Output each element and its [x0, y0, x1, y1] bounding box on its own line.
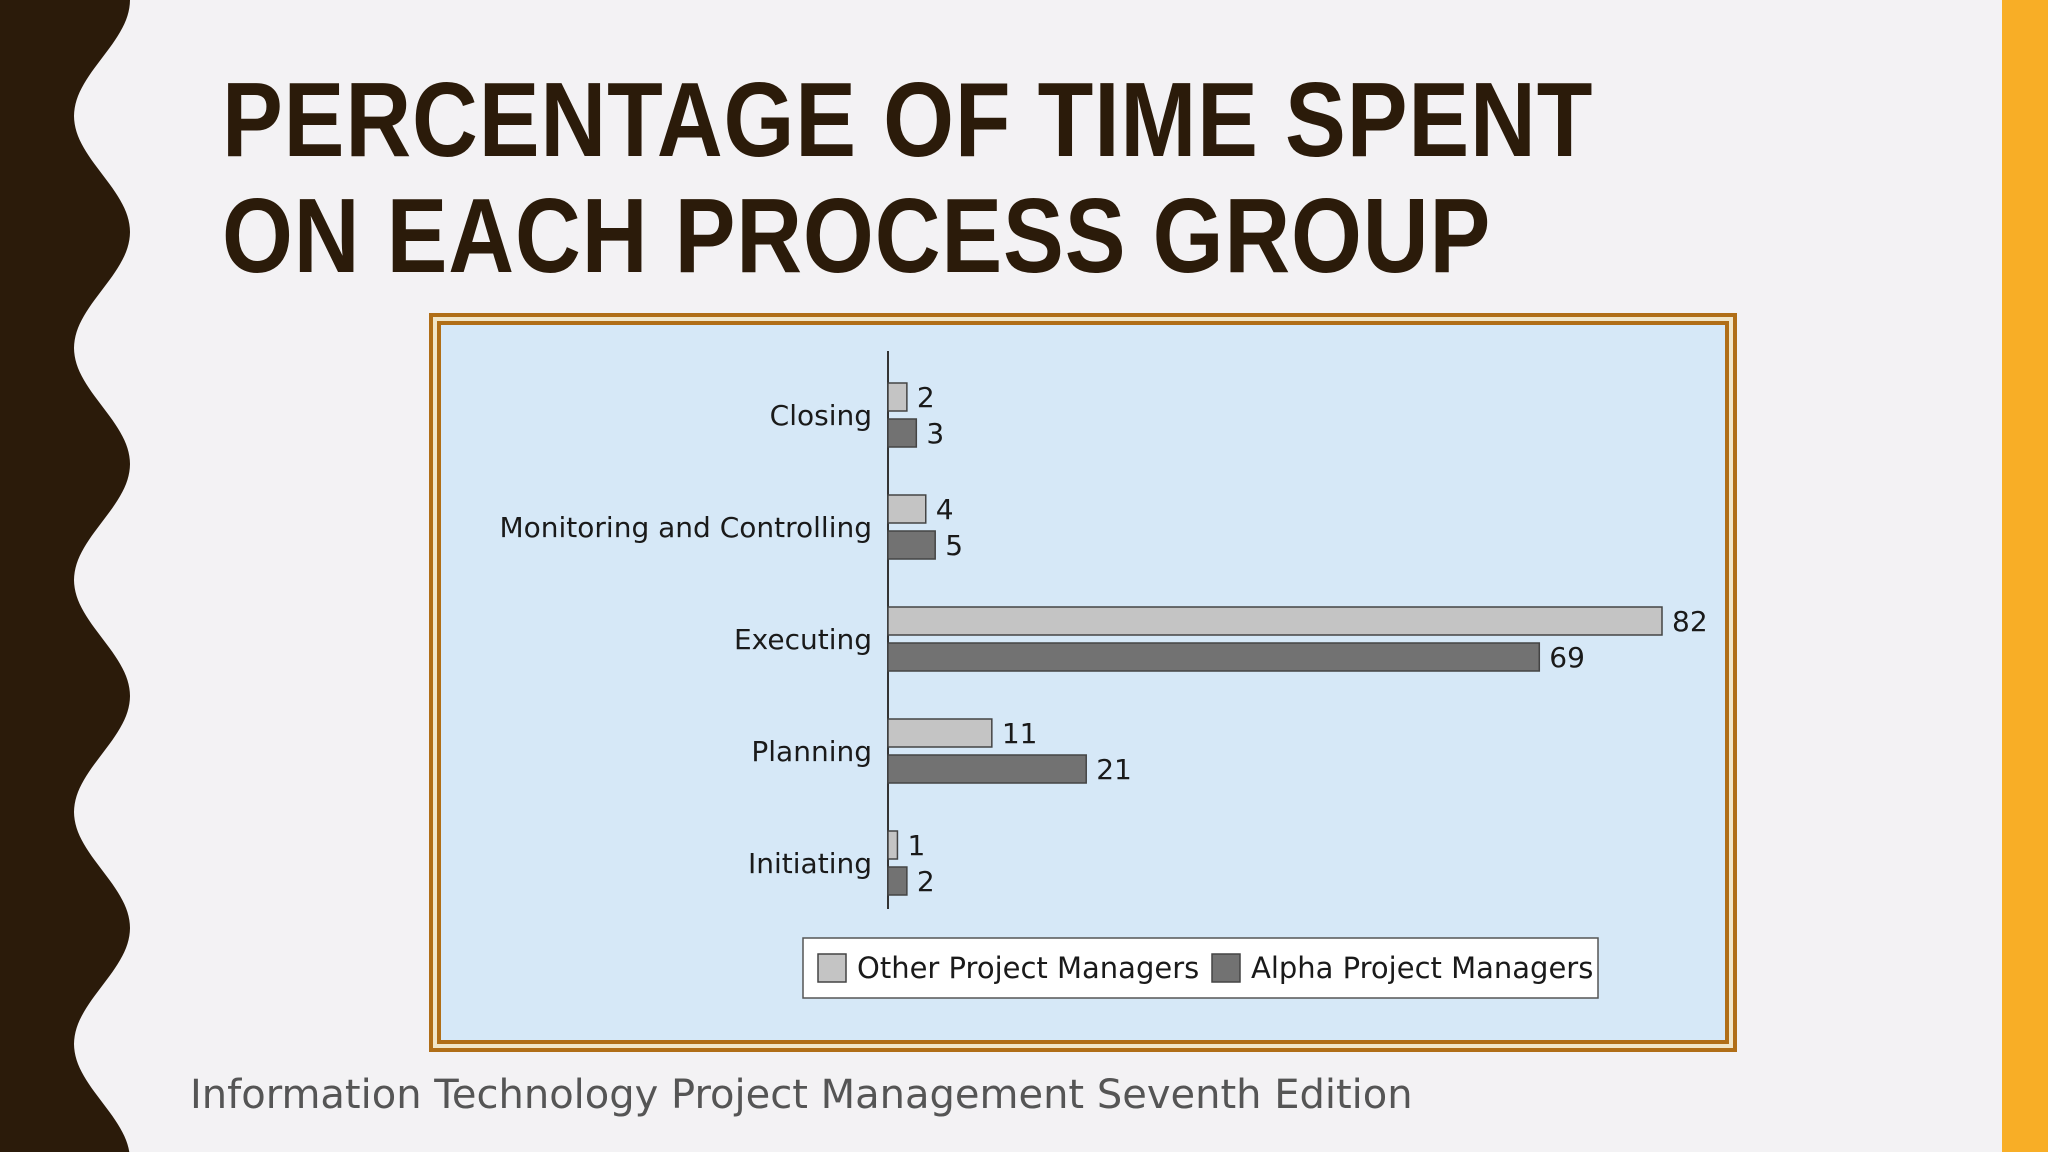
bar-alpha [887, 754, 1087, 784]
category-label: Monitoring and Controlling [499, 511, 872, 544]
bar-value-label: 11 [1002, 717, 1038, 750]
category-label: Initiating [748, 847, 872, 880]
chart-frame: Closing 2 3 Monitoring and Controlling 4 5 Exe… [429, 313, 1737, 1052]
legend-swatch [1211, 953, 1241, 983]
bar-other [887, 494, 927, 524]
bar-alpha [887, 866, 908, 896]
bar-value-label: 1 [907, 829, 925, 862]
bar-other [887, 606, 1663, 636]
footer-source-text: Information Technology Project Managemen… [190, 1072, 1413, 1118]
bar-value-label: 5 [945, 529, 963, 562]
category-label: Executing [734, 623, 872, 656]
legend-label: Alpha Project Managers [1251, 951, 1593, 985]
right-accent-bar [2002, 0, 2048, 1152]
slide-title: Percentage of Time Spent on Each Process… [222, 61, 1594, 295]
chart-legend: Other Project Managers Alpha Project Mana… [802, 937, 1599, 999]
legend-label: Other Project Managers [857, 951, 1199, 985]
bar-value-label: 3 [926, 417, 944, 450]
bar-alpha [887, 418, 918, 448]
chart-plot-background [441, 325, 1725, 1040]
category-label: Planning [751, 735, 872, 768]
bar-value-label: 21 [1096, 753, 1132, 786]
bar-value-label: 2 [917, 381, 935, 414]
bar-value-label: 69 [1549, 641, 1585, 674]
bar-other [887, 718, 993, 748]
legend-box [802, 937, 1599, 999]
bar-other [887, 382, 908, 412]
bar-other [887, 830, 899, 860]
bar-alpha [887, 530, 936, 560]
bar-alpha [887, 642, 1541, 672]
bar-value-label: 82 [1672, 605, 1708, 638]
left-decorative-band [0, 0, 130, 1152]
bar-value-label: 2 [917, 865, 935, 898]
bar-value-label: 4 [936, 493, 954, 526]
category-label: Closing [770, 399, 872, 432]
legend-swatch [817, 953, 847, 983]
